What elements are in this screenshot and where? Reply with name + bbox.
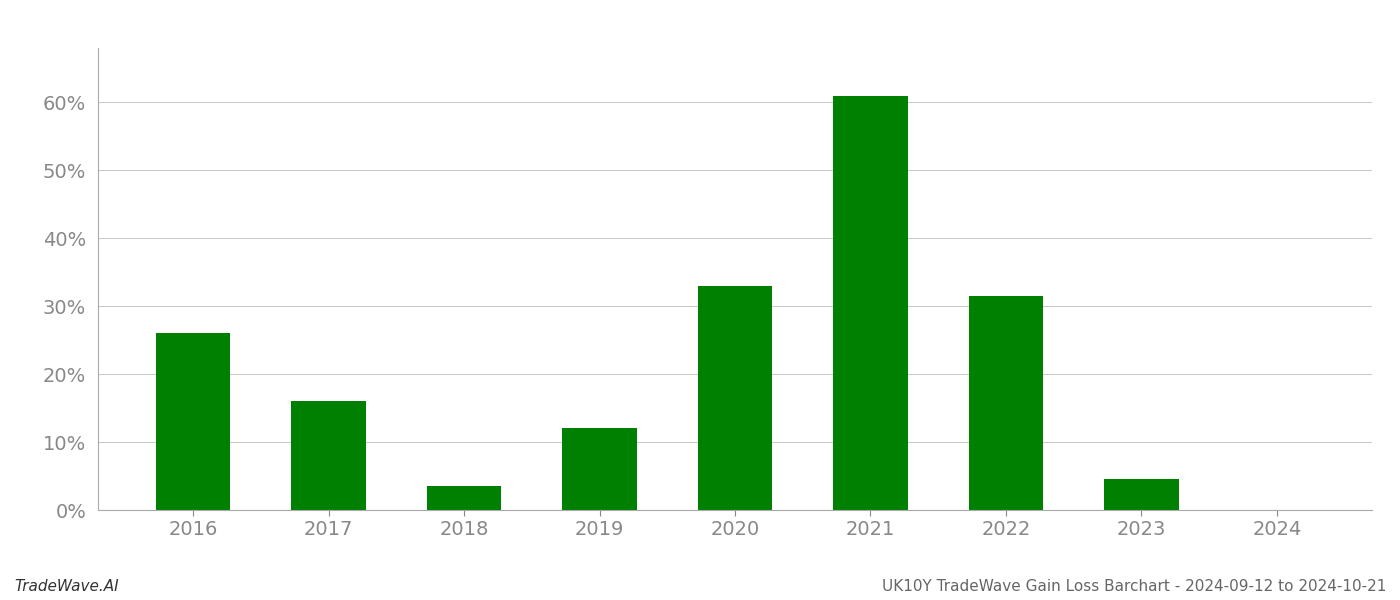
Bar <box>155 334 231 510</box>
Bar <box>427 486 501 510</box>
Text: UK10Y TradeWave Gain Loss Barchart - 2024-09-12 to 2024-10-21: UK10Y TradeWave Gain Loss Barchart - 202… <box>882 579 1386 594</box>
Bar <box>1105 479 1179 510</box>
Bar <box>563 428 637 510</box>
Bar <box>969 296 1043 510</box>
Bar <box>697 286 773 510</box>
Text: TradeWave.AI: TradeWave.AI <box>14 579 119 594</box>
Bar <box>291 401 365 510</box>
Bar <box>833 95 907 510</box>
